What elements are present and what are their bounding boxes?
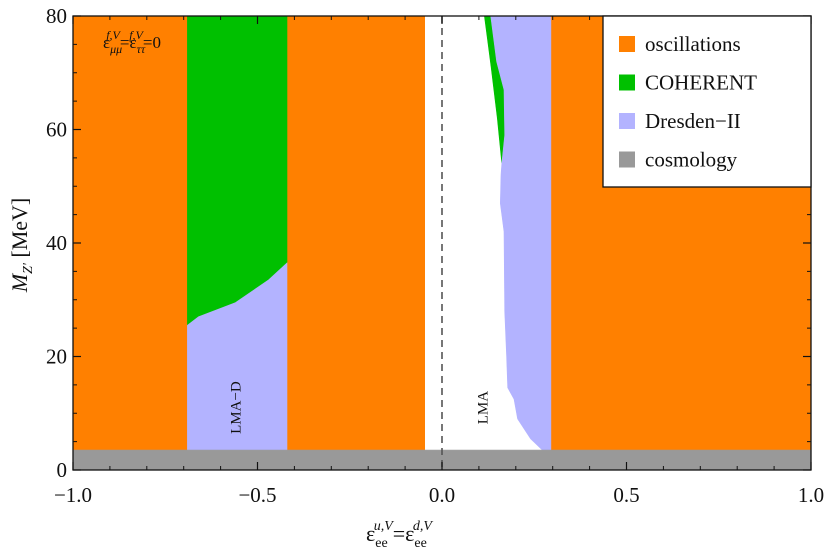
x-tick-label: −0.5 [238,483,276,507]
xlabel-sub2: ee [414,536,426,551]
xlabel-sup: u,V [374,519,395,534]
annot-sup2: f,V [129,28,144,42]
legend-entries: oscillations COHERENT Dresden−II cosmology [619,32,757,172]
region-label-lma: LMA [476,391,492,425]
axis-ticks: −1.0 −0.5 0.0 0.5 1.0 0 20 40 60 80 [46,4,824,507]
xlabel-base2: ε [405,521,414,546]
legend-label: cosmology [645,148,738,172]
annot-sub1: μμ [109,42,122,56]
dresden-ii-region-1 [187,262,288,451]
region-labels: LMA−D LMA [228,381,491,434]
xlabel-sub: ee [375,536,387,551]
legend-label: Dresden−II [645,109,741,133]
y-tick-label: 80 [46,4,67,28]
annot-base1: ε [103,33,110,52]
x-tick-label: 1.0 [798,483,824,507]
y-tick-label: 20 [46,345,67,369]
x-tick-label: 0.5 [613,483,639,507]
x-axis-label: εeeu,V=εeed,V [366,519,433,551]
legend-swatch [619,74,635,91]
annot-base2: ε [129,33,136,52]
annot-tail: =0 [143,33,161,52]
xlabel-mid: = [393,521,405,546]
ylabel-base: M [7,272,32,293]
legend-label: oscillations [645,32,741,56]
epsilon-annotation: εμμf,V=εττf,V=0 [103,28,161,56]
legend-swatch [619,113,635,129]
ylabel-rest: [MeV] [7,198,32,263]
legend-box [602,15,812,188]
region-label-lma-d: LMA−D [228,381,244,434]
legend-label: COHERENT [645,71,757,95]
y-axis-label: MZ' [MeV] [7,198,36,293]
ylabel-sub: Z' [21,262,36,274]
xlabel-base: ε [366,521,375,546]
legend-swatch [619,151,635,168]
xlabel-sup2: d,V [413,519,434,534]
legend-swatch [619,36,635,52]
x-tick-label: 0.0 [429,483,455,507]
y-tick-label: 0 [57,458,68,482]
x-tick-label: −1.0 [54,483,92,507]
legend: oscillations COHERENT Dresden−II cosmology [602,15,812,188]
oscillations-region-1 [72,15,188,471]
y-tick-label: 60 [46,118,67,142]
annot-sub2: ττ [137,42,146,56]
y-tick-label: 40 [46,231,67,255]
oscillations-region-2 [286,15,426,471]
annot-mid: = [120,33,130,52]
annot-sup1: f,V [106,28,121,42]
